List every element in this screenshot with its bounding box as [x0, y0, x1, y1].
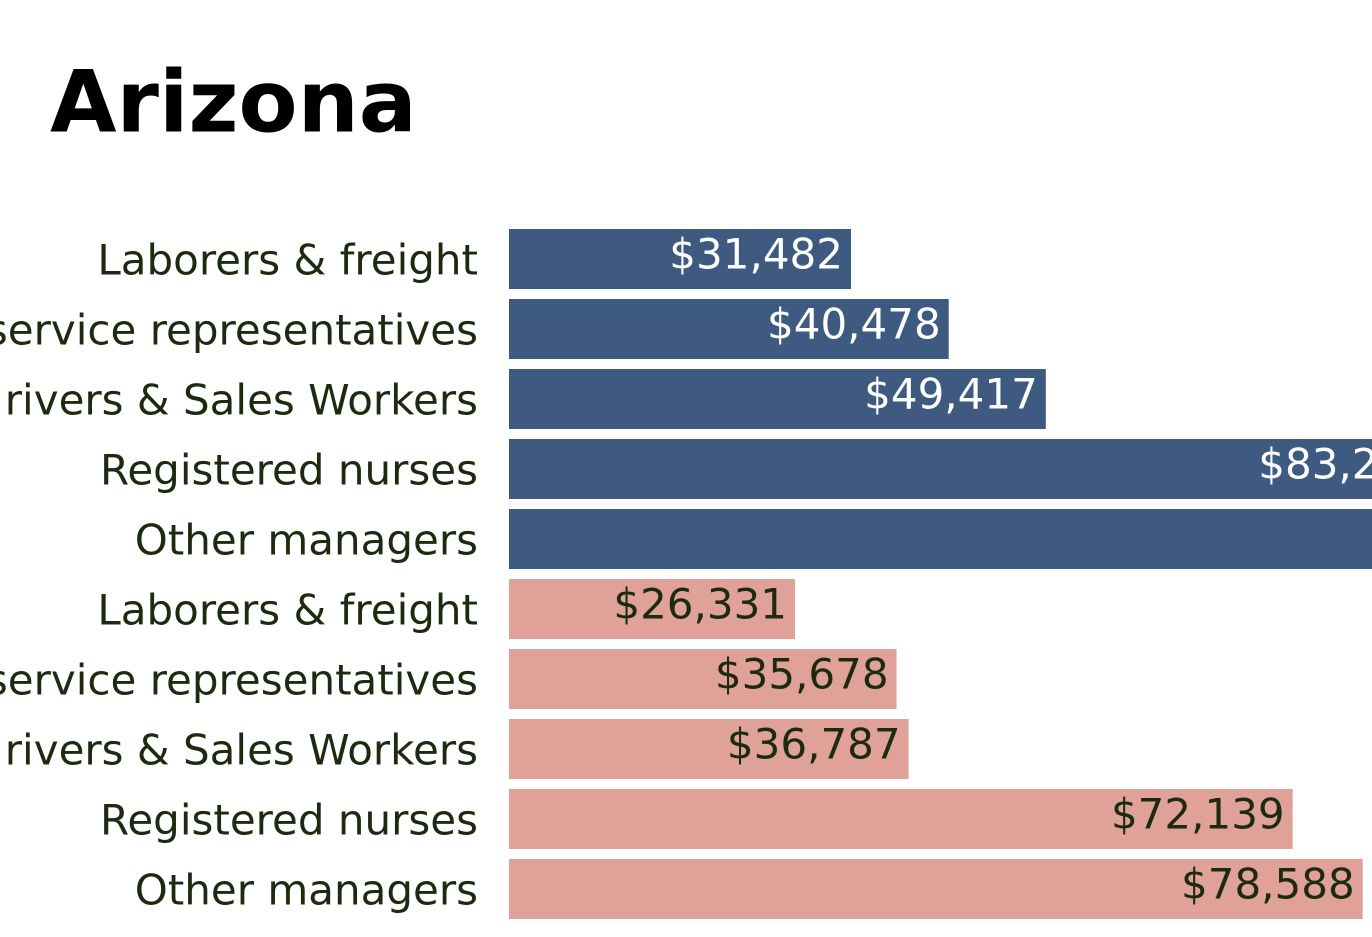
category-label: Registered nurses	[100, 796, 478, 845]
bar	[509, 229, 851, 289]
bar	[509, 439, 1372, 499]
value-label: $35,678	[715, 650, 889, 699]
value-label: $49,417	[864, 370, 1038, 419]
category-label: service representatives	[0, 306, 478, 355]
value-label: $78,588	[1181, 860, 1355, 909]
category-label: Other managers	[135, 866, 478, 915]
category-label: Registered nurses	[100, 446, 478, 495]
category-label: rivers & Sales Workers	[5, 726, 478, 775]
bar	[509, 579, 796, 639]
category-label: Other managers	[135, 516, 478, 565]
value-label: $36,787	[727, 720, 901, 769]
value-label: $72,139	[1111, 790, 1285, 839]
bar	[509, 719, 909, 779]
bar	[509, 299, 949, 359]
value-label: $40,478	[767, 300, 941, 349]
bar	[509, 859, 1363, 919]
value-label: $31,482	[669, 230, 843, 279]
bar	[509, 369, 1046, 429]
bar	[509, 509, 1372, 569]
category-label: service representatives	[0, 656, 478, 705]
bar	[509, 789, 1293, 849]
bar	[509, 649, 897, 709]
category-label: rivers & Sales Workers	[5, 376, 478, 425]
value-label: $26,331	[613, 580, 787, 629]
category-label: Laborers & freight	[97, 586, 478, 635]
value-label: $83,24	[1258, 440, 1372, 489]
chart-title: Arizona	[50, 52, 417, 152]
category-label: Laborers & freight	[97, 236, 478, 285]
